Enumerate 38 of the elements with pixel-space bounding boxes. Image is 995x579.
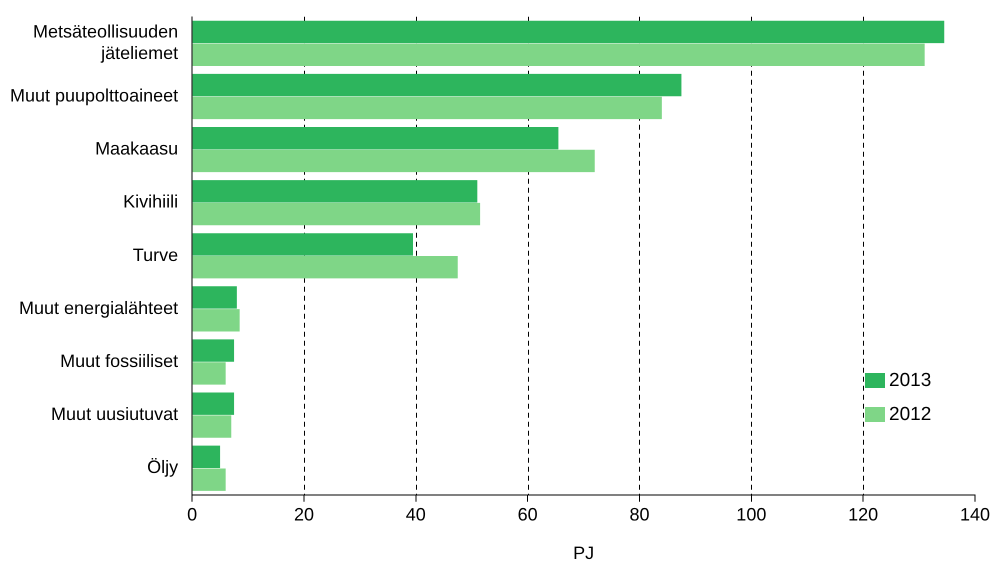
- y-tick-label: Kivihiili: [123, 192, 178, 212]
- bar: [192, 74, 682, 96]
- y-tick-label: Muut puupolttoaineet: [10, 85, 178, 106]
- bar: [192, 415, 232, 438]
- y-tick-label: Metsäteollisuuden jäteliemet: [33, 22, 178, 64]
- legend-label: 2013: [889, 370, 932, 392]
- y-tick-label: Öljy: [147, 457, 178, 478]
- x-tick-label: 40: [406, 504, 426, 525]
- bar: [192, 233, 414, 256]
- bar: [192, 309, 240, 332]
- bar: [192, 392, 234, 415]
- x-tick-label: 100: [736, 504, 766, 525]
- y-tick-label: Muut uusiutuvat: [51, 404, 178, 424]
- bar: [192, 44, 925, 66]
- bar: [192, 202, 480, 226]
- legend-label: 2012: [889, 404, 932, 426]
- bar: [192, 20, 944, 44]
- bar: [192, 362, 226, 385]
- bar: [192, 96, 662, 120]
- bar: [192, 339, 234, 362]
- y-tick-label: Muut energialähteet: [19, 298, 178, 318]
- x-tick-label: 60: [518, 504, 538, 525]
- y-tick-label: Maakaasu: [95, 138, 178, 159]
- x-axis-title: PJ: [573, 543, 594, 564]
- x-tick-label: 120: [848, 504, 878, 525]
- y-tick-label: Turve: [132, 244, 178, 265]
- bar: [192, 150, 595, 172]
- bar: [192, 126, 558, 150]
- x-tick-label: 140: [960, 504, 990, 525]
- bar: [192, 256, 458, 278]
- bar: [192, 180, 478, 202]
- x-tick-label: 80: [629, 504, 650, 525]
- bar: [192, 468, 226, 491]
- y-tick-label: Muut fossiiliset: [60, 350, 178, 371]
- bar: [192, 286, 237, 309]
- x-tick-label: 20: [294, 504, 314, 525]
- bar: [192, 446, 220, 468]
- x-tick-label: 0: [187, 504, 198, 525]
